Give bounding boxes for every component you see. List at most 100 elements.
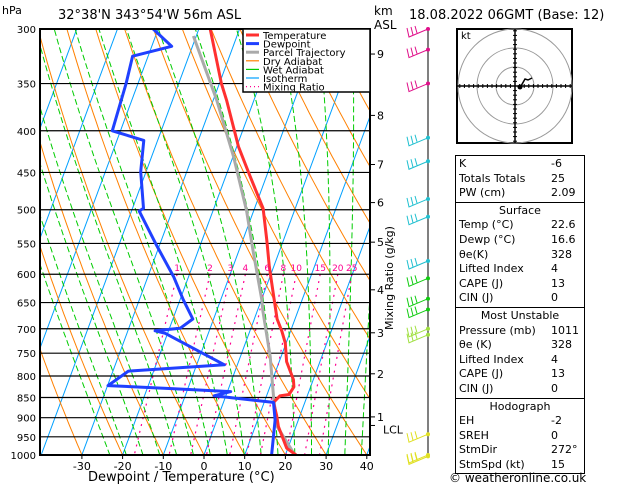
stat-value: 15 [551,457,565,471]
stats-panel: K -6 Totals Totals 25 PW (cm) 2.09 Surface T… [455,155,585,475]
wet-adiabat-line [53,29,195,455]
temp-tick-label: 10 [238,460,252,473]
stat-label: CAPE (J) [459,367,504,381]
wet-adiabat-line [344,29,355,455]
stat-value: 328 [551,338,572,352]
isotherm-line [244,114,370,455]
km-tick-label: 7 [377,159,384,172]
stat-value: 0 [551,428,558,442]
temp-tick-label: -30 [73,460,91,473]
wind-barb [406,195,430,208]
mixing-ratio-line [168,274,211,455]
legend-box [242,28,371,93]
mixing-ratio-line [304,274,339,455]
stat-value: 13 [551,276,565,290]
wind-barb [406,80,430,93]
hodograph [456,28,573,144]
mixing-ratio-line [246,274,284,455]
pressure-tick-label: 800 [17,372,36,383]
stat-label: EH [459,414,475,428]
hodograph-unit: kt [461,31,471,42]
datetime-title: 18.08.2022 06GMT (Base: 12) [409,8,605,23]
stat-value: 22.6 [551,218,576,232]
km-tick-label: 9 [377,48,384,61]
stat-value: 4 [551,262,558,276]
mixing-ratio-label: 10 [290,264,302,274]
stat-row: K -6 [459,157,581,172]
stat-label: CIN (J) [459,381,494,395]
pressure-tick-label: 1000 [11,451,36,462]
stat-label: CIN (J) [459,291,494,305]
mixing-ratio-label: 20 [332,264,344,274]
stat-value: 25 [551,171,565,185]
pressure-tick-label: 550 [17,239,36,250]
mixing-ratio-label: 8 [281,264,287,274]
axes: 1 2 3 4 6 8 10 15 20 2530035040045050055060065070… [11,25,404,473]
km-tick-label: 6 [377,197,384,210]
stat-row: Temp (°C) 22.6 [459,218,581,233]
temp-tick-label: -10 [154,460,172,473]
stat-row: Pressure (mb) 1011 [459,324,581,339]
stat-value: 16.6 [551,232,576,246]
section-title: Most Unstable [480,308,560,322]
wet-adiabat-line [278,29,312,455]
pressure-tick-label: 600 [17,270,36,281]
dry-adiabat-line [40,34,205,455]
stat-row: Lifted Index 4 [459,353,581,368]
dry-adiabat-line [152,29,368,455]
wind-barb [406,25,430,38]
stat-label: Lifted Index [459,352,524,366]
wind-barb [406,134,430,147]
km-tick-label: LCL [383,423,404,436]
x-axis-title: Dewpoint / Temperature (°C) [88,470,275,485]
dry-adiabat-line [268,29,370,225]
pressure-tick-label: 350 [17,80,36,91]
stat-label: Totals Totals [459,171,526,185]
isotherm-line [40,29,200,455]
stat-label: CAPE (J) [459,276,504,290]
dry-adiabat-line [40,140,164,455]
wet-adiabat-line [360,284,370,455]
dry-adiabat-line [40,347,83,455]
pressure-tick-label: 700 [17,325,36,336]
isotherm-line [325,334,370,455]
pressure-tick-label: 900 [17,414,36,425]
stat-value: 2.09 [551,186,576,200]
wind-barb [406,46,430,59]
mixing-ratio-label: 25 [346,264,357,274]
wind-barb [406,306,430,319]
dry-adiabat-line [239,29,370,282]
stat-label: StmDir [459,443,498,457]
dry-adiabat-line [40,244,124,455]
surface-section: Surface Temp (°C) 22.6 Dewp (°C) 16.6 θe(K) 32… [455,201,585,307]
barb-glyph [406,134,429,147]
stat-label: Lifted Index [459,262,524,276]
asl-label: ASL [374,18,397,32]
wet-adiabat-line [40,262,111,455]
km-tick-label: 8 [377,109,384,122]
km-tick-label: 4 [377,284,384,297]
location-title: 32°38'N 343°54'W 56m ASL [58,8,242,23]
barb-glyph [406,453,429,466]
barb-glyph [406,25,429,38]
wind-barb [406,295,430,308]
wet-adiabat-line [157,29,262,455]
temp-tick-label: -20 [114,460,132,473]
wind-barb [406,275,430,288]
stat-row: StmSpd (kt) 15 [459,458,581,473]
pressure-tick-label: 950 [17,433,36,444]
stat-label: θe(K) [459,247,489,261]
hodograph-trace [520,77,533,87]
stat-row: CAPE (J) 13 [459,277,581,292]
pressure-tick-label: 750 [17,349,36,360]
stat-label: SREH [459,428,489,442]
mixing-ratio-axis-title: Mixing Ratio (g/kg) [383,226,396,330]
wind-barbs [406,25,430,466]
mixing-ratio-label: 2 [207,264,213,274]
stat-row: CAPE (J) 13 [459,367,581,382]
stat-value: 328 [551,247,572,261]
wet-adiabat-line [125,29,245,455]
pressure-tick-label: 650 [17,299,36,310]
legend-label: Isotherm [263,74,307,85]
